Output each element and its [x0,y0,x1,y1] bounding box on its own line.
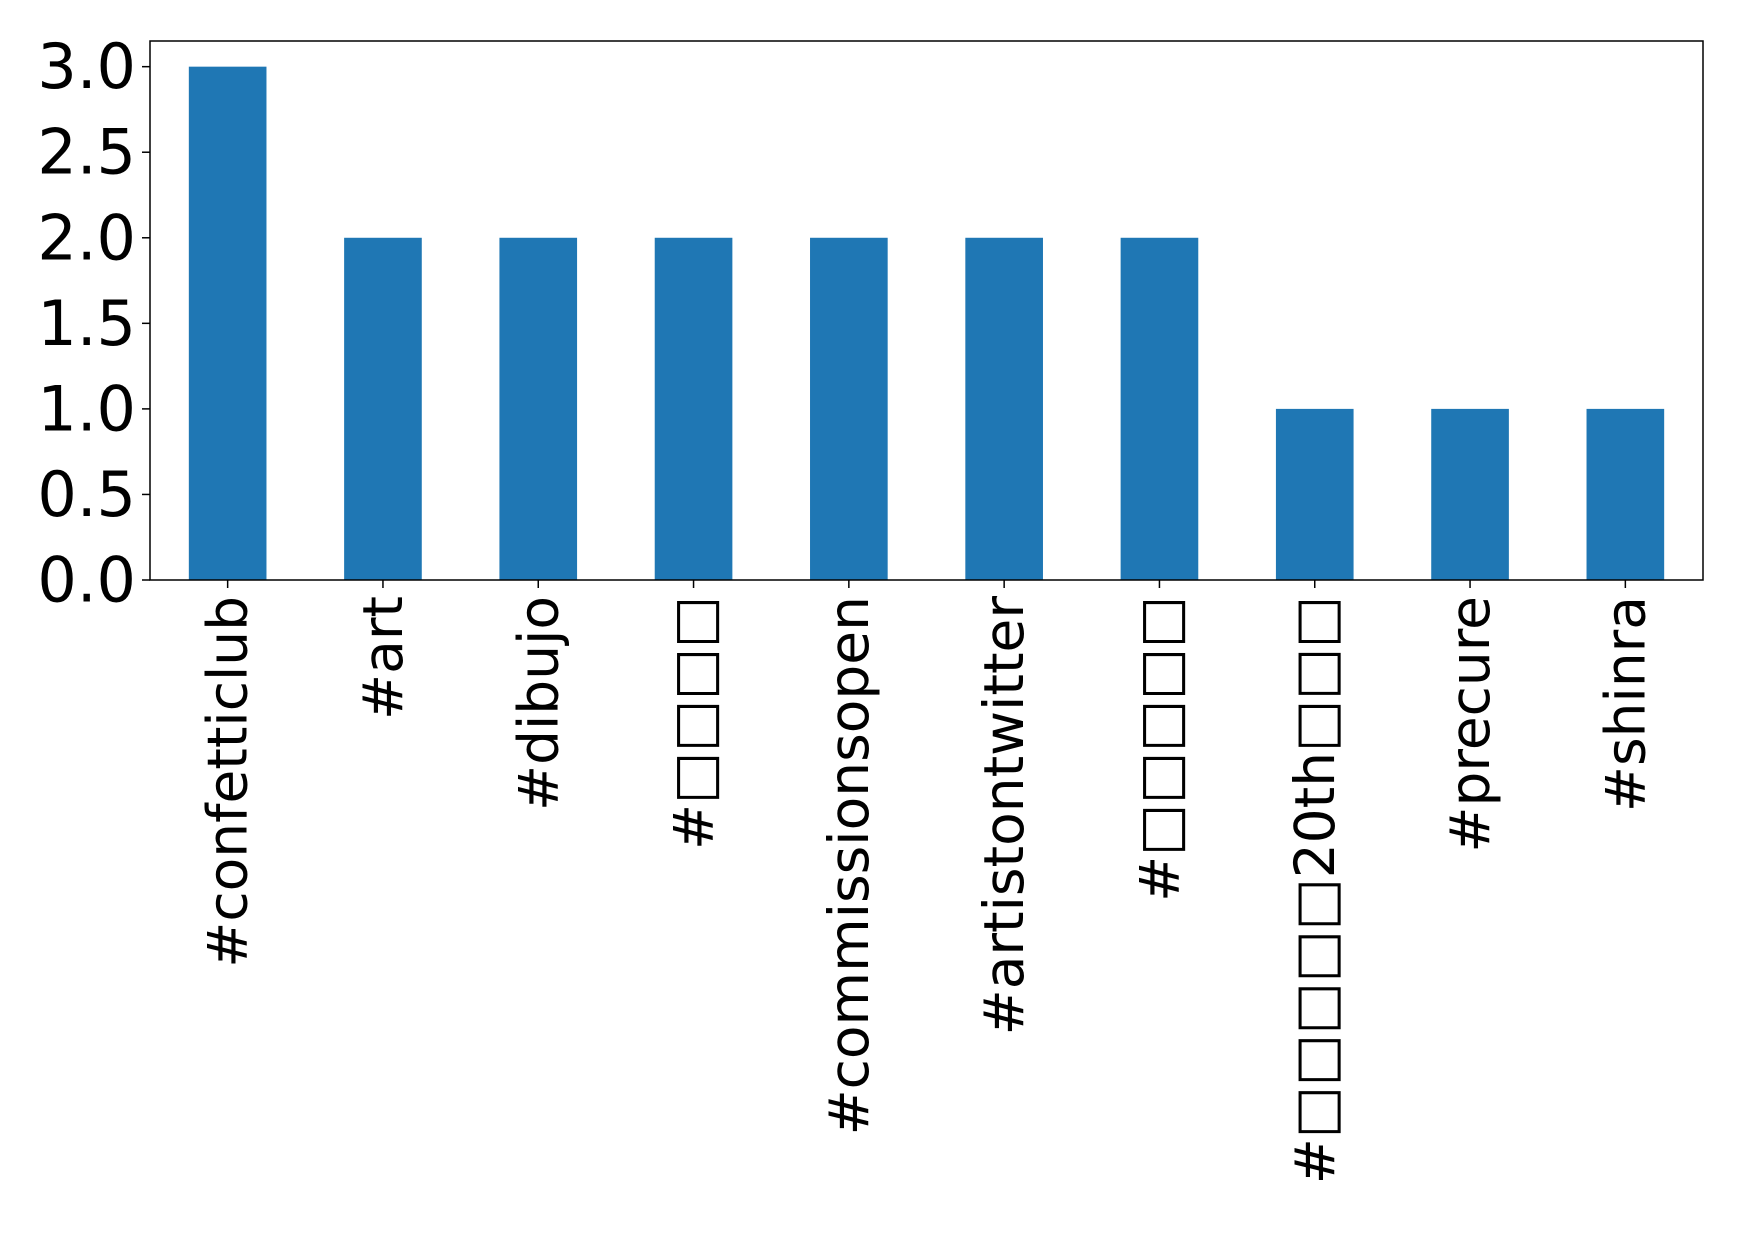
y-tick-label: 3.0 [37,30,136,103]
bar [188,66,267,580]
bar [1120,237,1199,580]
x-tick-label: #shinra [1593,596,1657,812]
plot-area-frame [149,40,1704,581]
bar [1586,408,1665,580]
y-tick-label: 1.5 [37,287,136,360]
x-axis: #confetticlub #art #dibujo #□□□□ #commission… [196,580,1657,1184]
bar [499,237,578,580]
x-tick-label: #artistontwitter [972,596,1036,1036]
x-tick-label: #commissionsopen [817,596,881,1135]
bar [1431,408,1509,580]
y-tick-label: 1.0 [37,372,136,445]
bar [344,237,422,580]
x-tick-label: #precure [1438,596,1502,853]
x-tick-label: #art [351,596,415,720]
x-tick-label: #confetticlub [196,596,260,968]
x-tick-label: #□□□□□20th□□□ [1283,596,1347,1184]
y-tick-label: 2.0 [37,201,136,274]
bar [965,237,1043,580]
x-tick-label: #□□□□□ [1127,596,1191,902]
bars-group [188,66,1665,580]
y-tick-label: 0.0 [37,544,136,617]
y-axis: 0.0 0.5 1.0 1.5 2.0 2.5 3.0 [37,30,150,617]
y-tick-label: 2.5 [37,116,136,189]
x-tick-label: #□□□□ [662,596,726,850]
y-tick-label: 0.5 [37,458,136,531]
bar [654,237,733,580]
bar [1275,408,1354,580]
bar [810,237,888,580]
x-tick-label: #dibujo [506,596,570,811]
